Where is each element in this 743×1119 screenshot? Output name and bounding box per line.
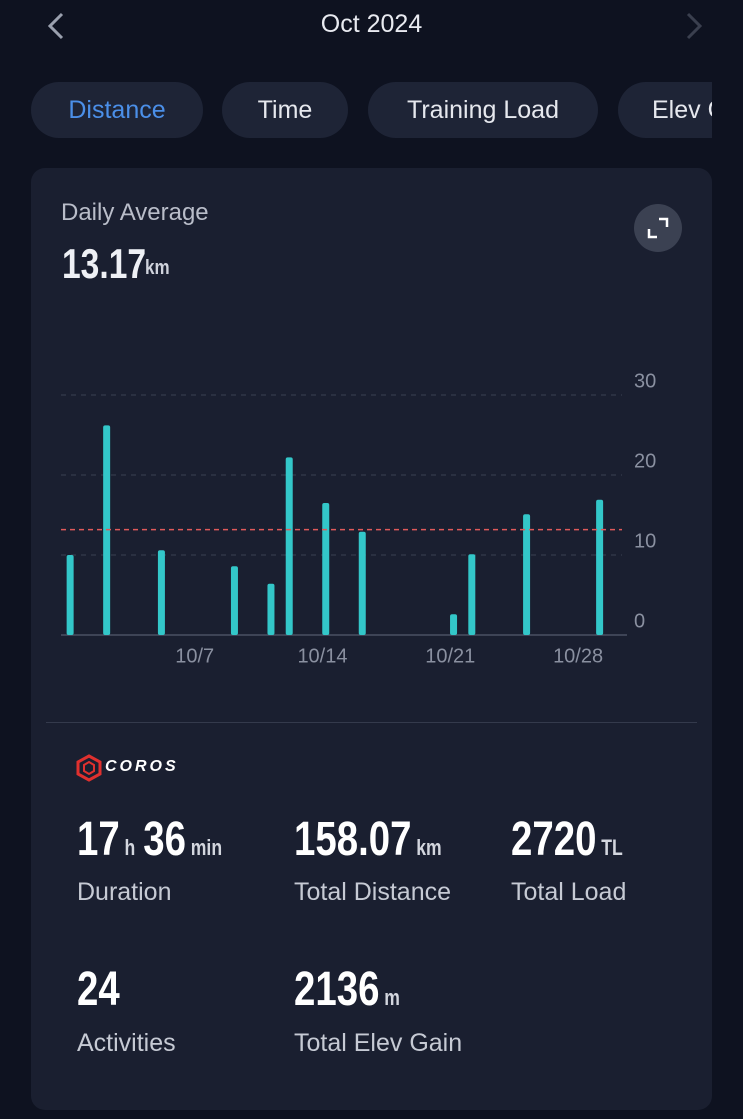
bar [596, 499, 604, 635]
stat-unit: m [384, 985, 400, 1010]
bar [157, 550, 165, 635]
stat-number: 2720 [511, 813, 597, 866]
chart: 0 10 20 30 10/7 10/14 10/21 10/28 [61, 370, 656, 667]
bar [285, 457, 293, 635]
bar [468, 554, 476, 635]
tab[interactable]: Distance [31, 82, 203, 138]
stat-value: 24 [77, 962, 120, 1017]
y-tick-label: 20 [634, 450, 656, 472]
bar [267, 583, 275, 635]
stat-value: 158.07 km [294, 812, 450, 867]
stat-label: Duration [77, 878, 172, 906]
y-tick-label: 30 [634, 370, 656, 392]
tab-bar: Distance Time Training Load Elev Gain [31, 82, 712, 138]
bar [450, 614, 458, 635]
y-tick-label: 0 [634, 610, 645, 632]
stat-number: 17 [77, 813, 120, 866]
stat-number: 2136 [294, 963, 380, 1016]
chart-title: Daily Average [61, 199, 209, 226]
stat-unit: min [190, 835, 223, 860]
stat-number: 158.07 [294, 813, 412, 866]
average-value: 13.17 [62, 240, 147, 287]
bar [66, 555, 74, 635]
stat-value: 2720 TL [511, 812, 631, 867]
tab[interactable]: Elev Gain [618, 82, 712, 138]
bar [322, 503, 330, 635]
stat-label: Total Distance [294, 878, 452, 906]
tab[interactable]: Time [222, 82, 348, 138]
bar [230, 566, 238, 635]
stat-unit: TL [601, 835, 623, 860]
average-unit: km [145, 257, 170, 279]
stat-label: Total Elev Gain [294, 1029, 463, 1057]
brand-logo [76, 754, 102, 782]
brand-name: COROS [105, 758, 179, 775]
stat-label: Activities [77, 1029, 176, 1057]
bar [523, 514, 531, 635]
stat-unit: h [124, 835, 136, 860]
bar [358, 531, 366, 635]
x-tick-label: 10/14 [297, 645, 347, 667]
prev-month[interactable] [40, 10, 70, 42]
month-title: Oct 2024 [320, 10, 423, 38]
y-tick-label: 10 [634, 530, 656, 552]
x-tick-label: 10/28 [553, 645, 603, 667]
stat-value: 2136 m [294, 962, 408, 1017]
stat-label: Total Load [511, 878, 627, 906]
next-month[interactable] [680, 10, 710, 42]
tab[interactable]: Training Load [368, 82, 598, 138]
stat-number: 24 [77, 963, 120, 1016]
card [31, 168, 712, 1110]
stat-number: 36 [143, 813, 186, 866]
x-tick-label: 10/21 [425, 645, 475, 667]
stat-unit: km [416, 835, 442, 860]
stat-value: 17 h 36 min [77, 812, 230, 867]
divider [46, 722, 697, 723]
x-tick-label: 10/7 [175, 645, 214, 667]
expand-button[interactable] [634, 204, 682, 252]
